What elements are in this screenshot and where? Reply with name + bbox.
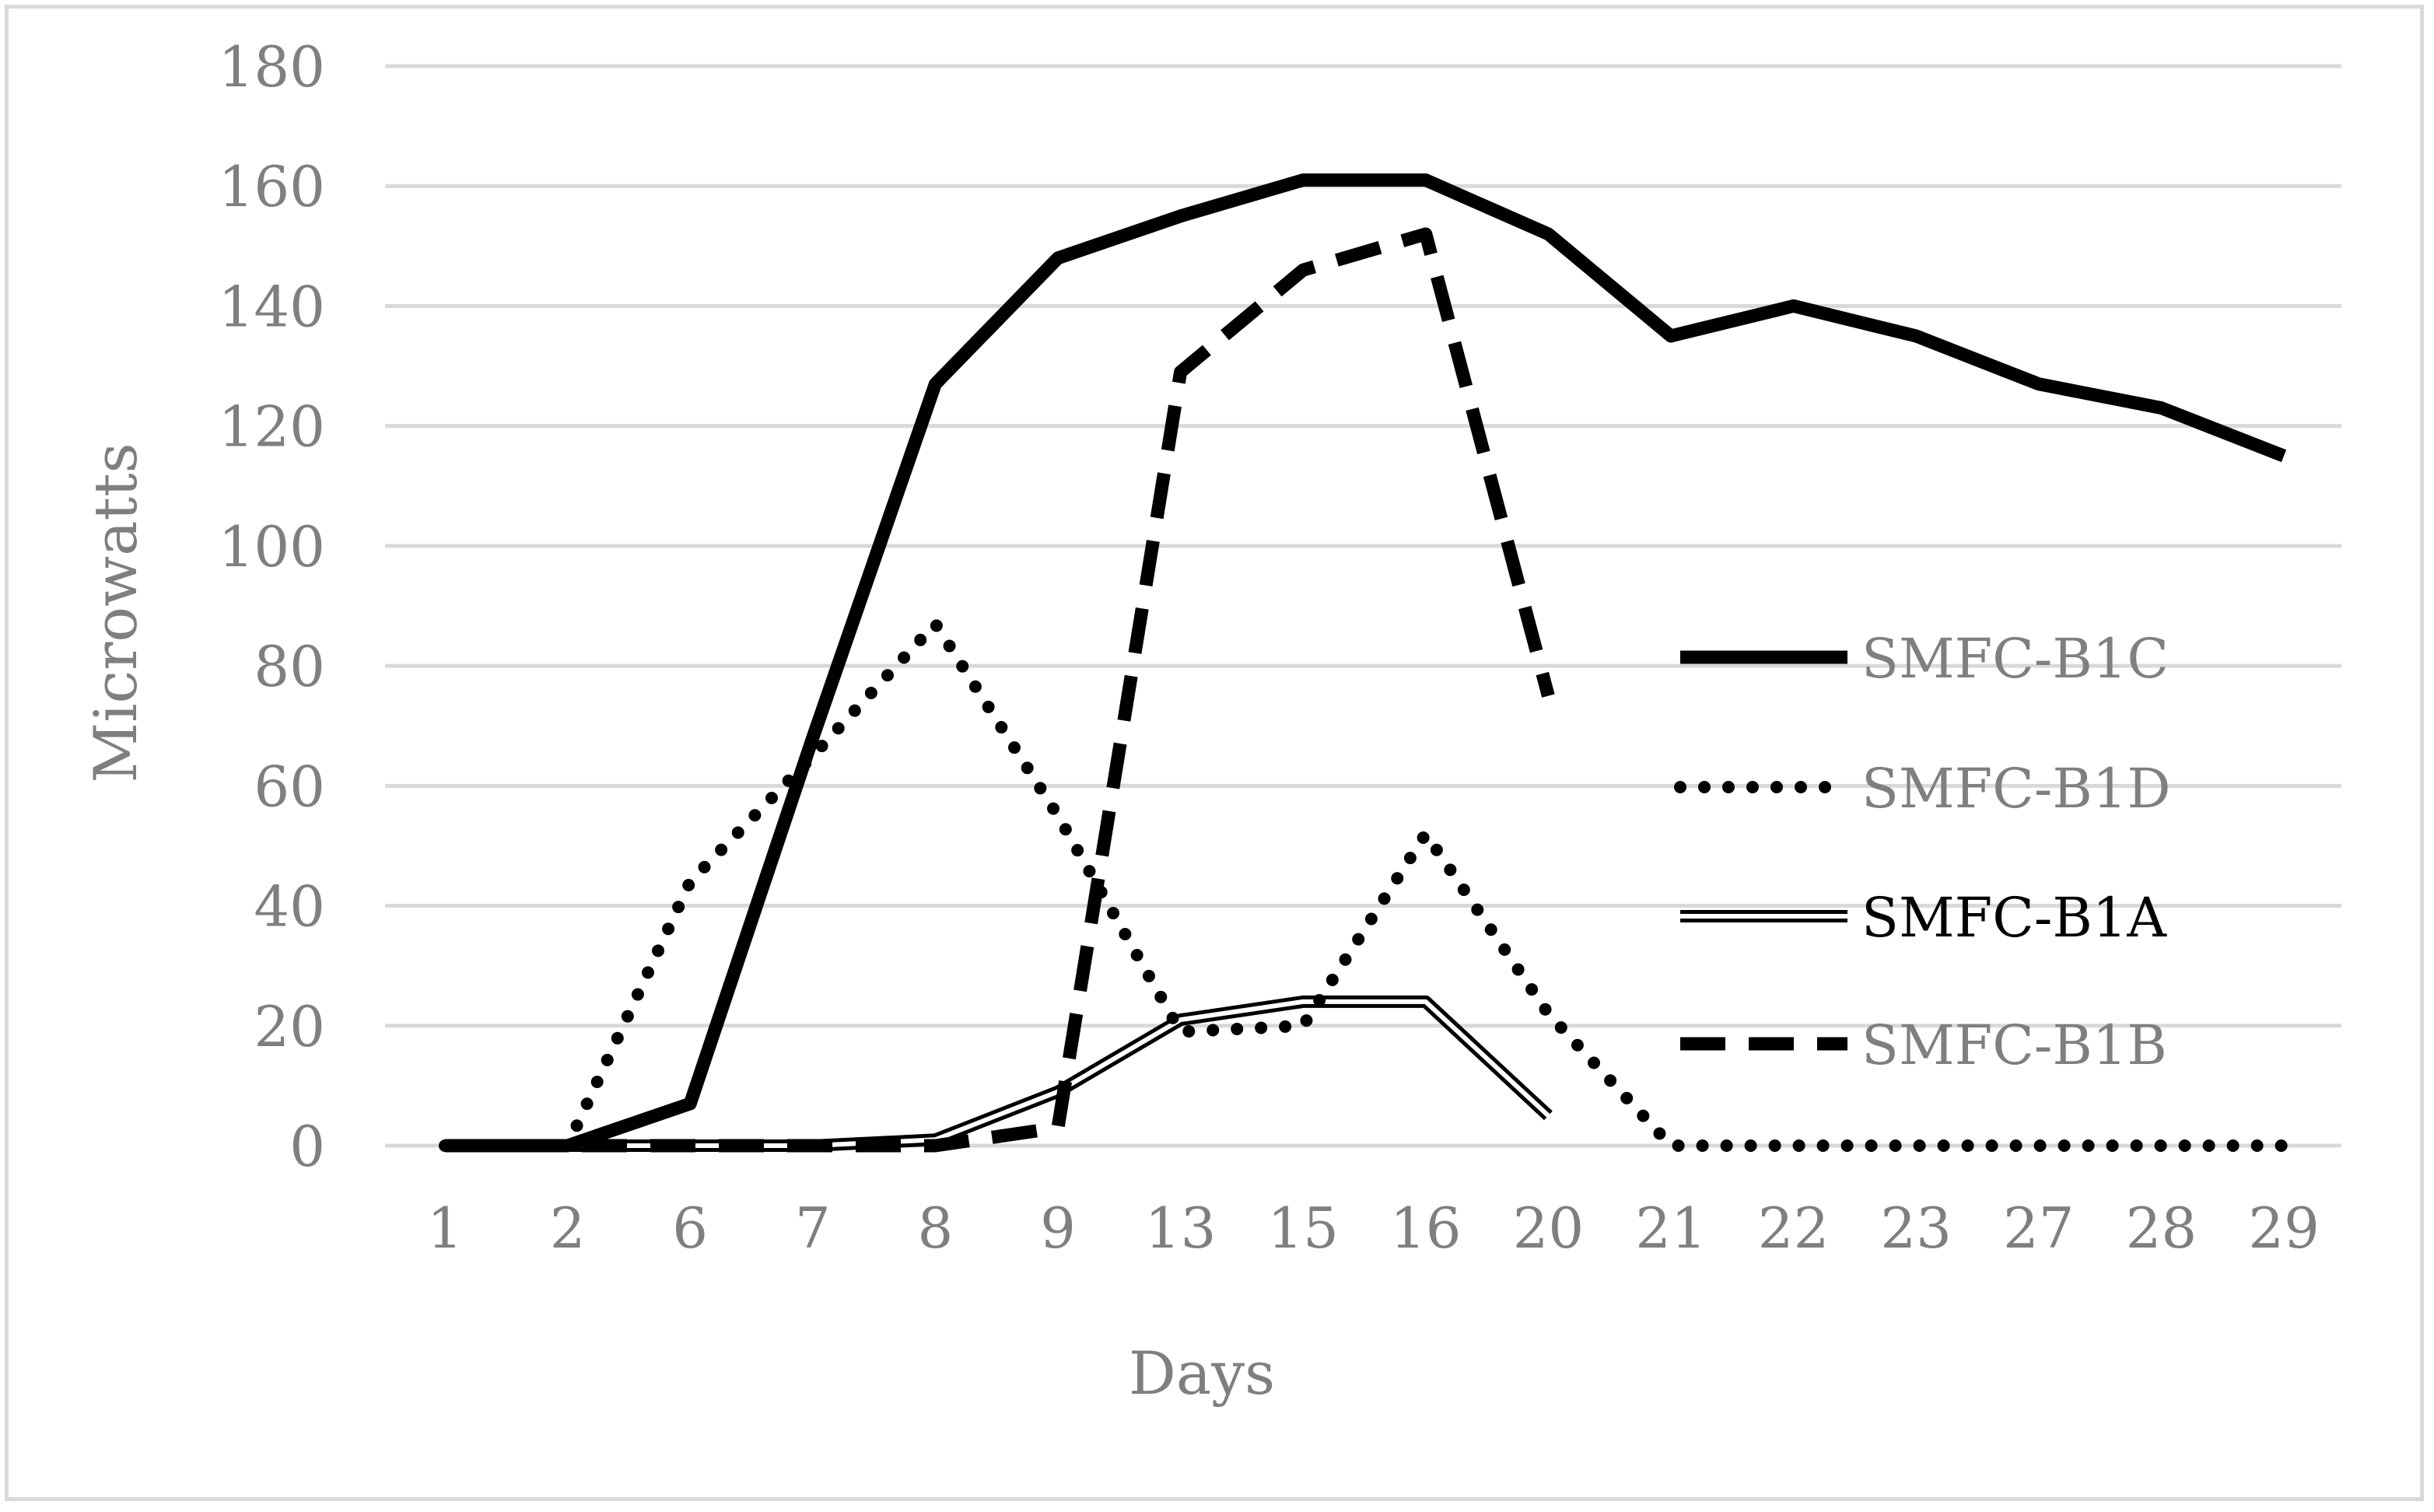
x-tick-label: 9 — [1040, 1195, 1076, 1261]
legend-item-smfc-b1b: SMFC-B1B — [1680, 1013, 2167, 1077]
x-tick-label: 23 — [1880, 1195, 1952, 1261]
y-tick-label: 140 — [219, 274, 325, 339]
x-tick-label: 27 — [2003, 1195, 2075, 1261]
series-smfc-b1d — [439, 618, 2290, 1152]
gridlines — [385, 64, 2341, 1148]
x-tick-label: 2 — [550, 1195, 586, 1261]
y-tick-label: 120 — [219, 394, 325, 460]
legend-item-smfc-b1c: SMFC-B1C — [1680, 627, 2169, 691]
y-tick-label: 0 — [289, 1114, 325, 1179]
series-line — [445, 227, 1555, 1153]
x-tick-label: 28 — [2126, 1195, 2198, 1261]
x-tick-label: 7 — [795, 1195, 831, 1261]
series-line — [439, 618, 2290, 1152]
x-tick-label: 13 — [1145, 1195, 1217, 1261]
series-line — [445, 999, 1550, 1148]
x-tick-label: 21 — [1635, 1195, 1707, 1261]
y-tick-label: 100 — [219, 514, 325, 579]
series-smfc-b1c — [445, 173, 2287, 1153]
y-axis-ticks: 0 20 40 60 80 100 120 140 160 180 — [219, 34, 325, 1179]
legend: SMFC-B1C SMFC-B1D SMFC-B1A SMFC-B1B — [1674, 627, 2171, 1077]
legend-label: SMFC-B1B — [1861, 1013, 2167, 1077]
legend-label: SMFC-B1A — [1861, 886, 2167, 950]
y-tick-label: 180 — [219, 34, 325, 100]
y-tick-label: 60 — [254, 754, 325, 819]
series-lines — [439, 173, 2290, 1153]
legend-item-smfc-b1a: SMFC-B1A — [1680, 886, 2167, 950]
series-smfc-b1b — [445, 227, 1555, 1153]
series-line — [445, 173, 2287, 1153]
x-tick-label: 6 — [672, 1195, 708, 1261]
x-tick-label: 22 — [1758, 1195, 1830, 1261]
x-tick-label: 20 — [1513, 1195, 1585, 1261]
y-tick-label: 80 — [254, 634, 325, 699]
x-axis-label: Days — [1129, 1339, 1275, 1408]
x-tick-label: 16 — [1390, 1195, 1462, 1261]
x-tick-label: 29 — [2248, 1195, 2320, 1261]
chart-frame — [5, 5, 2424, 1501]
legend-label: SMFC-B1C — [1861, 627, 2169, 691]
y-tick-label: 160 — [219, 154, 325, 219]
x-tick-label: 1 — [427, 1195, 463, 1261]
x-axis-ticks: 1 2 6 7 8 9 13 15 16 20 21 22 23 27 28 29 — [427, 1195, 2320, 1261]
y-tick-label: 20 — [254, 994, 325, 1059]
series-smfc-b1a — [445, 995, 1553, 1152]
legend-label: SMFC-B1D — [1861, 757, 2171, 821]
y-axis-label: Microwatts — [81, 443, 150, 782]
x-tick-label: 8 — [917, 1195, 953, 1261]
y-tick-label: 40 — [254, 874, 325, 940]
legend-item-smfc-b1d: SMFC-B1D — [1674, 757, 2171, 821]
x-tick-label: 15 — [1267, 1195, 1339, 1261]
